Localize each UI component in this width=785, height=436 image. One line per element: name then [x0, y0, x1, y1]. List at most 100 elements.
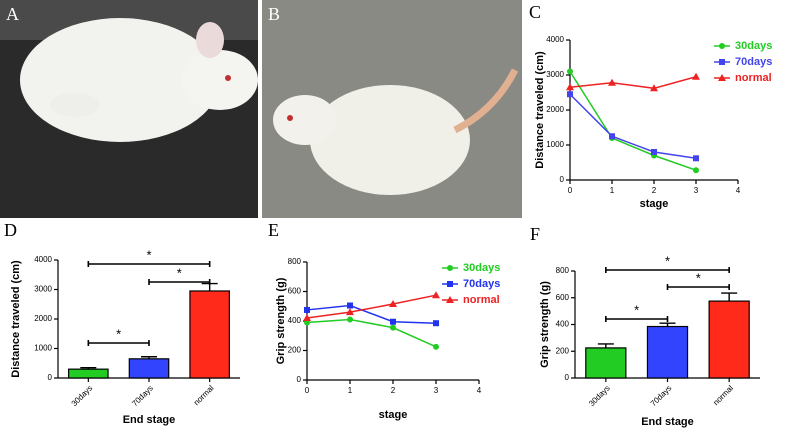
- x-tick-label: 70days: [130, 384, 155, 409]
- y-axis-label: Grip strength (g): [539, 281, 551, 368]
- significance-bracket: [87, 261, 211, 267]
- y-tick-label: 800: [288, 257, 302, 266]
- x-tick-label: 3: [434, 386, 439, 395]
- y-tick-label: 2000: [34, 314, 52, 323]
- legend-label: normal: [463, 294, 500, 306]
- point: [567, 91, 573, 98]
- photo-a: A: [0, 0, 258, 218]
- point: [432, 291, 440, 299]
- x-axis-label: stage: [640, 198, 669, 210]
- point: [347, 302, 353, 309]
- panel-label: E: [268, 220, 279, 240]
- error-bar: [597, 343, 614, 348]
- point: [651, 149, 657, 155]
- series-line: [569, 93, 697, 160]
- y-tick-label: 600: [556, 293, 570, 302]
- significance-bracket: [605, 267, 730, 273]
- point: [347, 316, 353, 323]
- y-tick-label: 0: [565, 373, 570, 382]
- point: [433, 343, 439, 350]
- y-tick-label: 3000: [546, 70, 564, 79]
- y-tick-label: 600: [288, 287, 302, 296]
- legend-label: 70days: [735, 56, 772, 68]
- y-tick-label: 200: [288, 346, 302, 355]
- y-tick-label: 0: [560, 175, 565, 184]
- series-line: [569, 76, 697, 90]
- legend-marker: [447, 281, 453, 287]
- x-tick-label: normal: [711, 383, 735, 407]
- x-tick-label: 30days: [70, 384, 95, 409]
- significance-bracket: [148, 279, 211, 285]
- x-tick-label: 70days: [649, 384, 674, 409]
- significance-label: *: [665, 253, 670, 268]
- x-tick-label: 4: [477, 386, 482, 395]
- point: [693, 167, 699, 174]
- bar: [128, 358, 170, 379]
- y-tick-label: 2000: [546, 105, 564, 114]
- photo-label: A: [6, 4, 19, 24]
- point: [567, 68, 573, 75]
- x-tick-label: 4: [736, 186, 741, 195]
- point: [433, 320, 439, 327]
- bar: [646, 325, 689, 379]
- error-bar: [659, 322, 676, 327]
- point: [693, 155, 699, 162]
- x-tick-label: 30days: [587, 384, 612, 409]
- legend-marker: [718, 74, 726, 81]
- x-tick-label: 0: [305, 386, 310, 395]
- legend-label: 70days: [463, 278, 500, 290]
- error-bar: [80, 366, 97, 370]
- significance-bracket: [605, 316, 669, 322]
- x-axis-label: End stage: [123, 414, 176, 426]
- significance-label: *: [116, 326, 121, 341]
- series-line: [306, 318, 437, 348]
- bar: [585, 347, 627, 379]
- legend-marker: [719, 59, 725, 65]
- x-tick-label: 3: [694, 186, 699, 195]
- bar: [708, 300, 750, 379]
- legend-marker: [719, 43, 725, 49]
- x-tick-label: 1: [348, 386, 353, 395]
- legend-label: normal: [735, 72, 772, 84]
- significance-label: *: [146, 247, 151, 262]
- y-tick-label: 4000: [34, 255, 52, 264]
- y-tick-label: 400: [288, 316, 302, 325]
- panel-label: C: [529, 2, 541, 22]
- panel-label: F: [530, 224, 540, 244]
- point: [609, 133, 615, 140]
- series-line: [306, 304, 437, 324]
- y-tick-label: 400: [556, 320, 570, 329]
- point: [303, 314, 311, 322]
- point: [692, 72, 700, 80]
- y-axis-label: Distance traveled (cm): [534, 51, 546, 169]
- x-tick-label: 0: [568, 186, 573, 195]
- legend-label: 30days: [463, 262, 500, 274]
- x-axis-label: stage: [379, 409, 408, 421]
- series-line: [569, 71, 697, 171]
- point: [566, 83, 574, 91]
- error-bar: [141, 356, 157, 359]
- x-tick-label: 2: [652, 186, 657, 195]
- panel-label: D: [4, 220, 17, 240]
- legend-marker: [446, 296, 454, 303]
- y-tick-label: 4000: [546, 35, 564, 44]
- x-tick-label: normal: [192, 383, 216, 407]
- photo-label: B: [268, 4, 280, 24]
- point: [304, 306, 310, 313]
- legend-marker: [447, 265, 453, 271]
- point: [608, 78, 616, 86]
- y-tick-label: 0: [48, 373, 53, 382]
- y-tick-label: 200: [556, 346, 570, 355]
- error-bar: [721, 292, 738, 302]
- photo-b: B: [262, 0, 522, 218]
- x-tick-label: 1: [610, 186, 615, 195]
- significance-bracket: [666, 284, 730, 290]
- y-tick-label: 1000: [34, 344, 52, 353]
- significance-bracket: [87, 340, 150, 346]
- point: [389, 300, 397, 308]
- point: [650, 84, 658, 92]
- y-tick-label: 1000: [546, 140, 564, 149]
- y-tick-label: 3000: [34, 285, 52, 294]
- bar: [68, 368, 109, 379]
